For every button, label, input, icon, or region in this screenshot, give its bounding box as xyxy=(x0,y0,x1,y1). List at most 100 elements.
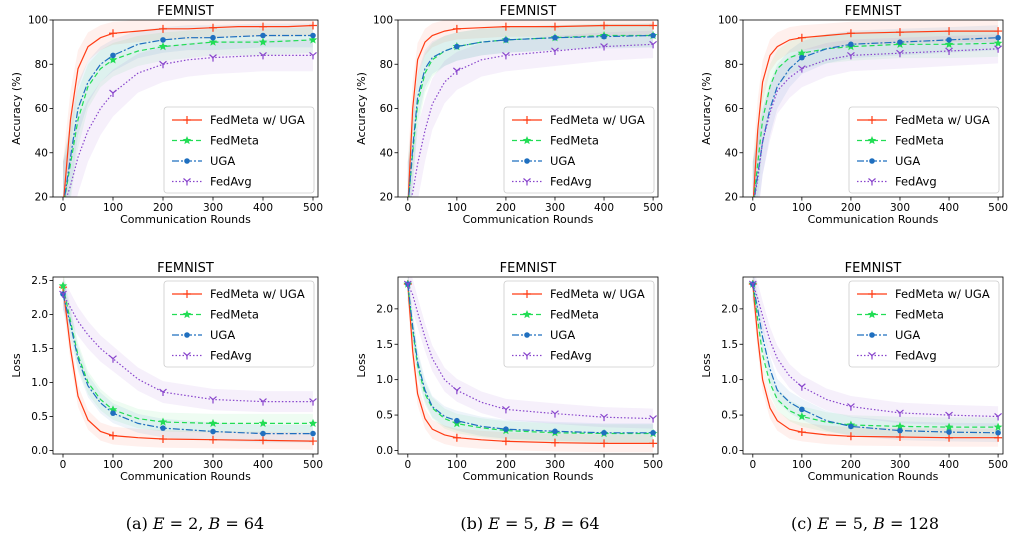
data-point xyxy=(600,21,609,30)
data-point xyxy=(995,34,1001,41)
legend-label: UGA xyxy=(895,154,920,168)
data-point xyxy=(993,38,1003,47)
data-point xyxy=(797,33,806,42)
x-tick-label: 300 xyxy=(545,202,565,214)
data-point xyxy=(846,29,855,38)
band-fedmetawuga xyxy=(407,20,654,197)
y-tick-label: 20 xyxy=(725,192,738,204)
band-fedavg xyxy=(63,39,313,197)
data-point xyxy=(309,51,317,60)
x-tick-label: 200 xyxy=(841,459,861,471)
chart-title: FEMNIST xyxy=(157,261,214,276)
x-tick-label: 0 xyxy=(749,202,756,214)
data-point xyxy=(994,413,1002,421)
x-tick-label: 400 xyxy=(253,459,273,471)
series-line-fedmetawuga xyxy=(407,24,654,197)
chart-panel-4: 0 100 200 300 400 500 0.0 0.5 1.0 1.5 2.0 2.5 FEMNIS… xyxy=(10,261,323,483)
data-point xyxy=(502,405,510,414)
legend-marker xyxy=(523,352,531,360)
data-point xyxy=(109,29,117,38)
data-point xyxy=(503,426,509,433)
data-point xyxy=(946,429,952,435)
data-point xyxy=(945,433,954,442)
data-point xyxy=(550,22,559,31)
legend-marker xyxy=(183,178,191,186)
y-tick-label: 2.5 xyxy=(31,275,48,287)
legend-marker xyxy=(523,116,531,124)
data-point xyxy=(209,23,217,32)
data-point xyxy=(109,89,117,98)
band-fedavg xyxy=(407,277,654,429)
legend-marker xyxy=(868,178,876,186)
band-uga xyxy=(407,277,654,443)
data-point xyxy=(896,409,904,417)
series-line-fedavg xyxy=(410,43,654,197)
data-point xyxy=(452,386,461,395)
y-tick-label: 0.0 xyxy=(376,445,393,457)
series-line-uga xyxy=(753,37,999,197)
band-fedmeta xyxy=(63,27,313,197)
band-fedmeta xyxy=(752,29,999,197)
data-point xyxy=(208,418,218,428)
data-point xyxy=(897,427,903,434)
data-point xyxy=(600,413,608,422)
x-tick-label: 500 xyxy=(303,202,323,214)
legend-label: FedMeta xyxy=(210,134,259,148)
band-fedavg xyxy=(752,277,999,427)
data-point xyxy=(452,433,461,442)
legend-label: FedAvg xyxy=(550,349,592,363)
band-fedmeta xyxy=(407,23,654,197)
legend-label: FedMeta w/ UGA xyxy=(895,287,990,301)
x-tick-label: 400 xyxy=(253,202,273,214)
chart-panel-2: 0 100 200 300 400 500 20 40 60 80 100 FEMNIST Commun… xyxy=(355,4,663,226)
chart-panel-3: 0 100 200 300 400 500 20 40 60 80 100 FEMNIST Commun… xyxy=(700,4,1008,226)
x-axis-label: Communication Rounds xyxy=(463,470,594,483)
data-point xyxy=(58,281,68,290)
data-point xyxy=(944,422,954,431)
data-point xyxy=(110,52,116,59)
series-line-fedavg xyxy=(754,48,999,197)
x-tick-label: 300 xyxy=(203,202,223,214)
data-point xyxy=(309,398,317,406)
data-point xyxy=(552,428,558,435)
data-point xyxy=(946,37,952,43)
legend-marker xyxy=(522,310,532,319)
band-fedmetawuga xyxy=(752,20,999,197)
data-point xyxy=(260,430,266,437)
series-line-fedmeta xyxy=(753,42,999,197)
y-axis-label: Accuracy (%) xyxy=(355,72,368,145)
data-point xyxy=(258,37,268,46)
x-tick-label: 0 xyxy=(60,202,67,214)
data-point xyxy=(309,437,317,446)
data-point xyxy=(799,406,805,413)
x-tick-label: 500 xyxy=(303,459,323,471)
y-tick-label: 80 xyxy=(380,59,393,71)
y-tick-label: 80 xyxy=(725,59,738,71)
legend-label: FedMeta w/ UGA xyxy=(895,113,990,127)
x-tick-label: 400 xyxy=(939,202,959,214)
legend-label: FedMeta w/ UGA xyxy=(550,287,645,301)
series-line-uga xyxy=(407,284,654,434)
x-tick-label: 300 xyxy=(890,202,910,214)
legend: FedMeta w/ UGA FedMeta UGA FedAvg xyxy=(163,106,315,194)
band-fedmetawuga xyxy=(63,20,313,197)
series-line-uga xyxy=(408,34,654,197)
data-point xyxy=(209,396,217,404)
legend-marker xyxy=(868,352,876,360)
data-point xyxy=(308,35,318,44)
x-tick-label: 100 xyxy=(792,202,812,214)
legend-label: FedMeta xyxy=(210,308,259,322)
x-tick-label: 200 xyxy=(496,202,516,214)
data-point xyxy=(649,415,657,423)
x-axis-label: Communication Rounds xyxy=(808,213,939,226)
plot-area xyxy=(58,277,318,450)
x-axis-label: Communication Rounds xyxy=(808,470,939,483)
data-point xyxy=(502,51,510,60)
legend: FedMeta w/ UGA FedMeta UGA FedAvg xyxy=(503,280,655,368)
data-point xyxy=(452,24,461,33)
data-point xyxy=(551,47,559,55)
y-tick-label: 20 xyxy=(35,192,48,204)
y-axis-label: Accuracy (%) xyxy=(10,72,23,145)
band-uga xyxy=(752,277,999,443)
data-point xyxy=(403,280,412,289)
